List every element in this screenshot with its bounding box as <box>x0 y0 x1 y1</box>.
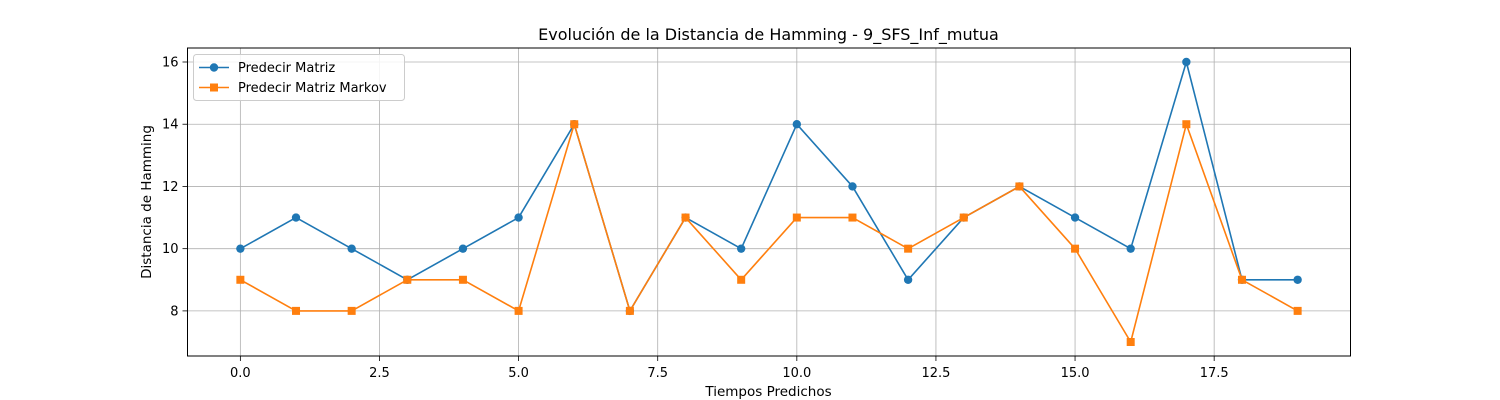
data-point <box>403 275 412 284</box>
data-point <box>1126 338 1135 346</box>
data-point <box>1070 213 1080 222</box>
legend-item: Predecir Matriz Markov <box>199 81 387 96</box>
x-tick-label: 15.0 <box>1061 366 1090 381</box>
data-point <box>514 213 523 222</box>
x-axis-title: Tiempos Predichos <box>704 384 831 400</box>
data-point <box>681 213 690 222</box>
x-tick-label: 17.5 <box>1200 366 1229 381</box>
legend-marker <box>209 63 219 72</box>
data-point <box>1015 182 1024 191</box>
legend-marker <box>210 83 218 92</box>
data-point <box>1293 275 1302 284</box>
y-axis-title: Distancia de Hamming <box>139 125 155 279</box>
data-point <box>737 275 746 284</box>
series-group <box>236 120 1302 346</box>
data-point <box>1126 244 1135 253</box>
data-point <box>291 213 301 222</box>
data-point <box>236 244 245 253</box>
x-tick-label: 5.0 <box>508 366 529 381</box>
y-axis-ticks: 8 10 12 14 16 <box>162 56 188 319</box>
data-point <box>1071 244 1080 253</box>
data-point <box>570 120 579 129</box>
y-tick-label: 8 <box>170 304 178 319</box>
data-point <box>1182 120 1191 129</box>
data-point <box>1293 306 1302 315</box>
data-point <box>1237 275 1246 284</box>
x-tick-label: 7.5 <box>647 366 668 381</box>
legend-label: Predecir Matriz Markov <box>238 81 387 96</box>
grid-lines <box>187 48 1351 356</box>
x-tick-label: 2.5 <box>369 366 390 381</box>
y-tick-label: 12 <box>162 180 179 195</box>
chart-title: Evolución de la Distancia de Hamming - 9… <box>538 25 999 45</box>
data-point <box>514 306 523 315</box>
x-tick-label: 10.0 <box>782 366 811 381</box>
data-point <box>903 275 913 284</box>
x-axis-ticks: 0.0 2.5 5.0 7.5 10.0 12.5 15.0 17.5 <box>230 356 1229 381</box>
data-point <box>347 306 356 315</box>
data-point <box>792 120 802 129</box>
y-tick-label: 10 <box>162 242 179 257</box>
data-point <box>736 244 746 253</box>
data-point <box>292 306 301 315</box>
y-tick-label: 16 <box>162 56 179 71</box>
plot-area-frame <box>187 47 1351 357</box>
data-point <box>848 213 857 222</box>
data-point <box>236 275 245 284</box>
data-point <box>904 244 913 253</box>
data-point <box>848 182 857 191</box>
data-point <box>959 213 968 222</box>
data-point <box>347 244 356 253</box>
series-layer <box>236 57 1302 346</box>
y-tick-label: 14 <box>162 118 179 133</box>
legend: Predecir Matriz Predecir Matriz Markov <box>193 54 405 101</box>
legend-label: Predecir Matriz <box>238 61 335 76</box>
legend-box <box>193 54 405 101</box>
data-point <box>1182 57 1191 67</box>
data-point <box>792 213 801 222</box>
x-tick-label: 0.0 <box>230 366 251 381</box>
data-point <box>458 244 468 253</box>
legend-item: Predecir Matriz <box>199 61 335 76</box>
x-tick-label: 12.5 <box>921 366 950 381</box>
series-line <box>239 123 1299 343</box>
data-point <box>458 275 467 284</box>
data-point <box>625 306 634 315</box>
series-line <box>239 61 1298 312</box>
